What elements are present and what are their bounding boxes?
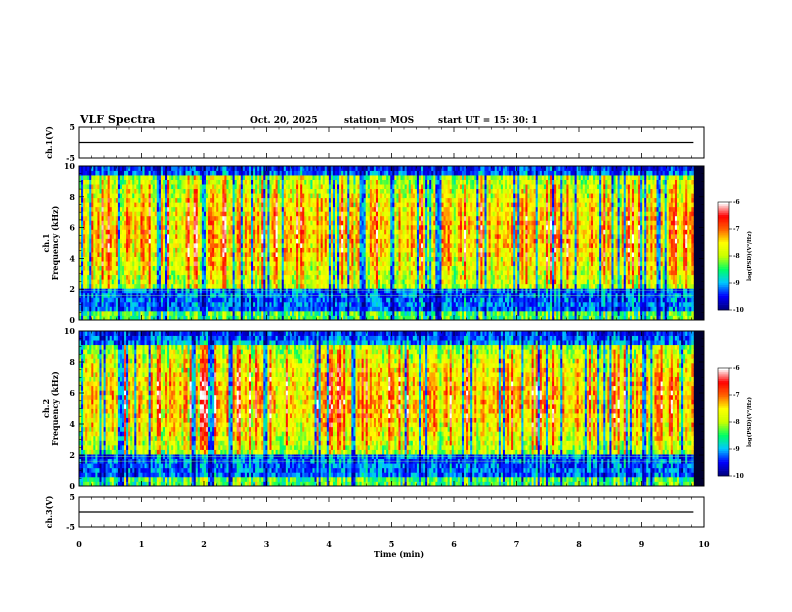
colorbar-tick-label: -8 bbox=[733, 253, 740, 260]
x-tick-label: 4 bbox=[326, 539, 332, 549]
station-label: station= MOS bbox=[344, 116, 414, 126]
colorbar-label: log(PSD)(V²/Hz) bbox=[746, 397, 753, 447]
ch1-spectrogram-ytick-label: 4 bbox=[69, 253, 75, 263]
colorbar-tick-label: -6 bbox=[733, 199, 740, 206]
colorbar-tick-label: -9 bbox=[733, 446, 740, 453]
x-tick-label: 8 bbox=[576, 539, 582, 549]
ch1-spectrogram-ytick-label: 8 bbox=[69, 192, 75, 202]
ch1-spectrogram-panel: 0 2 4 6 8 10 ch.1 Frequency (kHz) -6 -7 -8 -9 -10 log… bbox=[41, 161, 753, 325]
x-tick-label: 9 bbox=[639, 539, 645, 549]
colorbar-tick-label: -7 bbox=[733, 392, 740, 399]
ch2-spectrogram-ytick-label: 4 bbox=[69, 419, 75, 429]
ch1-waveform-ylabel: ch.1(V) bbox=[44, 126, 54, 159]
colorbar-tick-label: -7 bbox=[733, 226, 740, 233]
time-axis: 0 1 2 3 4 5 6 7 8 9 10 bbox=[76, 539, 710, 549]
ch2-spectrogram-ytick-label: 8 bbox=[69, 357, 75, 367]
header: VLF Spectra Oct. 20, 2025 station= MOS s… bbox=[79, 113, 538, 126]
ch1-waveform-ytick-label: -5 bbox=[66, 153, 75, 163]
x-tick-label: 6 bbox=[451, 539, 457, 549]
colorbar-tick-label: -9 bbox=[733, 280, 740, 287]
ch2-spectrogram-ytick-label: 10 bbox=[64, 326, 76, 336]
x-tick-label: 1 bbox=[139, 539, 145, 549]
colorbar-tick-label: -10 bbox=[733, 307, 744, 314]
x-tick-label: 7 bbox=[514, 539, 520, 549]
ch1-spectrogram-image bbox=[79, 166, 704, 321]
date-label: Oct. 20, 2025 bbox=[250, 116, 318, 126]
ch1-spectrogram-colorbar: -6 -7 -8 -9 -10 log(PSD)(V²/Hz) bbox=[717, 199, 753, 314]
ch3-waveform-ytick-label: -5 bbox=[66, 522, 75, 532]
x-tick-label: 0 bbox=[76, 539, 82, 549]
ch1-waveform-panel: 5 -5 ch.1(V) bbox=[44, 122, 705, 163]
ch2-spectrogram-ytick-label: 2 bbox=[69, 450, 75, 460]
figure-title: VLF Spectra bbox=[79, 113, 155, 126]
x-tick-label: 10 bbox=[698, 539, 710, 549]
ch3-waveform-ylabel: ch.3(V) bbox=[44, 495, 54, 528]
ch3-waveform-panel: 5 -5 ch.3(V) bbox=[44, 492, 705, 532]
ch2-spectrogram-ylabel-channel: ch.2 bbox=[41, 399, 51, 418]
ch1-spectrogram-ytick-label: 6 bbox=[69, 223, 75, 233]
colorbar-label: log(PSD)(V²/Hz) bbox=[746, 231, 753, 281]
x-tick-label: 3 bbox=[264, 539, 270, 549]
ch2-spectrogram-panel: 0 2 4 6 8 10 ch.2 Frequency (kHz) -6 -7 -8 -9 -10 log… bbox=[41, 326, 753, 491]
ch2-spectrogram-ylabel: Frequency (kHz) bbox=[50, 371, 60, 446]
ch2-spectrogram-colorbar: -6 -7 -8 -9 -10 log(PSD)(V²/Hz) bbox=[717, 365, 753, 480]
ch2-spectrogram-image bbox=[79, 331, 704, 487]
colorbar-tick-label: -10 bbox=[733, 473, 744, 480]
ch1-spectrogram-ytick-label: 2 bbox=[69, 284, 75, 294]
ch1-spectrogram-ylabel: Frequency (kHz) bbox=[50, 205, 60, 280]
start-ut-label: start UT = 15: 30: 1 bbox=[438, 116, 538, 126]
colorbar-tick-label: -6 bbox=[733, 365, 740, 372]
ch1-spectrogram-ytick-label: 10 bbox=[64, 161, 76, 171]
x-tick-label: 5 bbox=[389, 539, 395, 549]
ch1-waveform-ytick-label: 5 bbox=[69, 122, 75, 132]
x-tick-label: 2 bbox=[201, 539, 207, 549]
ch1-spectrogram-ylabel-channel: ch.1 bbox=[41, 233, 51, 252]
ch1-spectrogram-ytick-label: 0 bbox=[69, 315, 75, 325]
colorbar-tick-label: -8 bbox=[733, 419, 740, 426]
ch2-spectrogram-ytick-label: 0 bbox=[69, 481, 75, 491]
x-axis-label: Time (min) bbox=[374, 549, 424, 559]
ch2-spectrogram-ytick-label: 6 bbox=[69, 388, 75, 398]
ch3-waveform-ytick-label: 5 bbox=[69, 492, 75, 502]
